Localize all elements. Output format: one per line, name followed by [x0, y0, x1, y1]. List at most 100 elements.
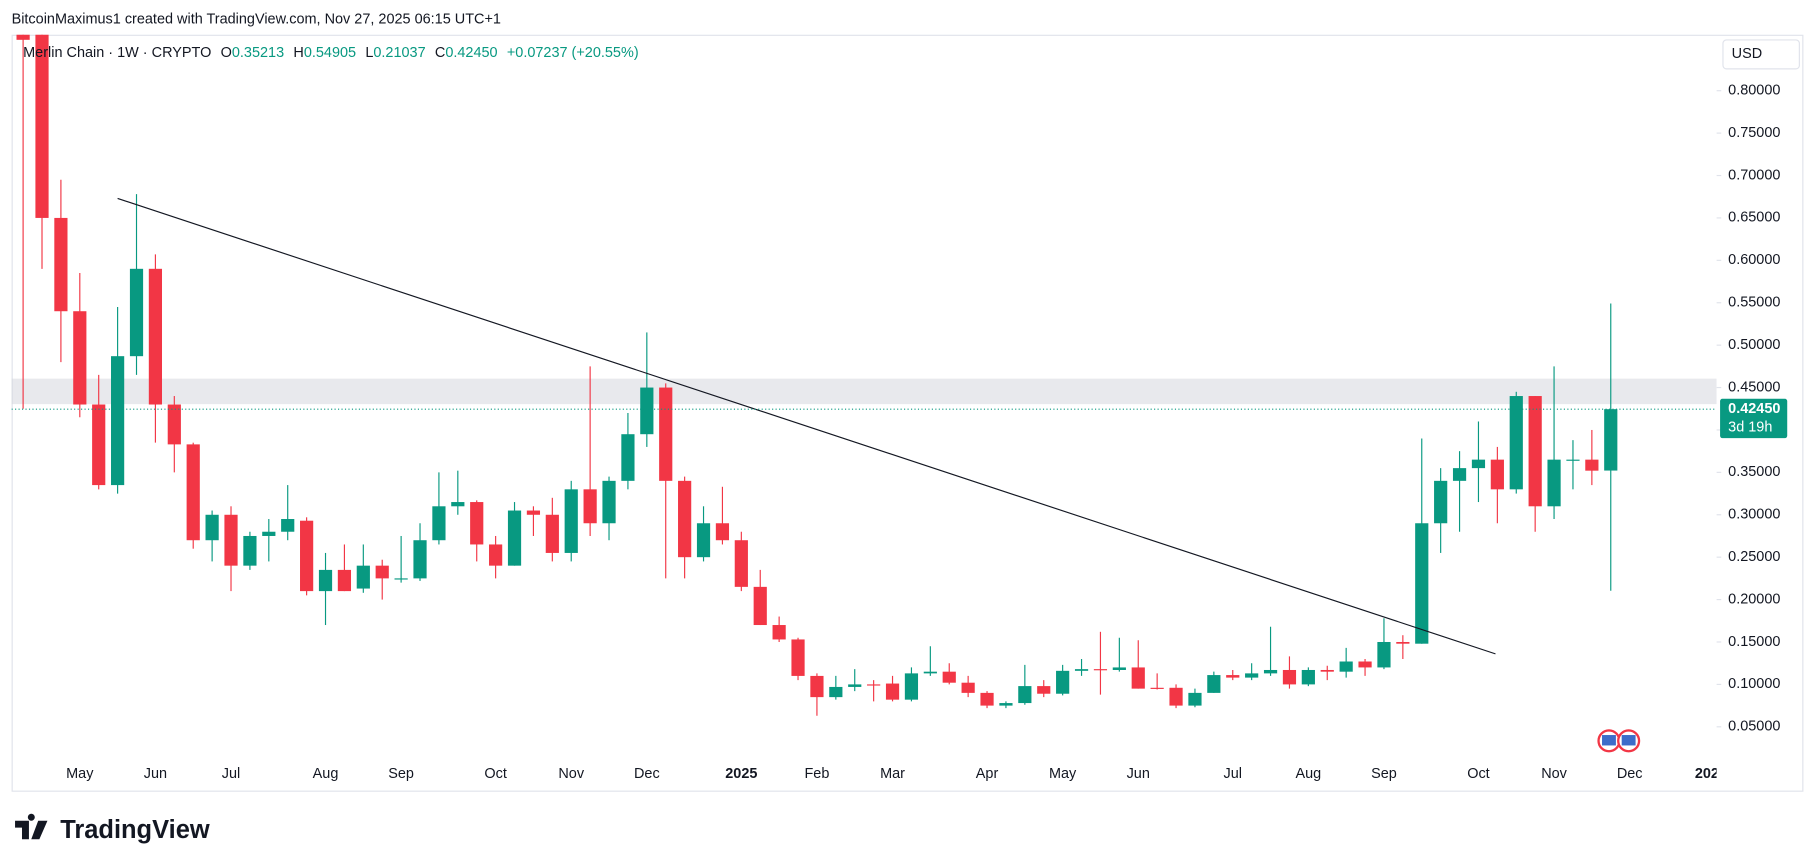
- x-tick-label: Jun: [1127, 766, 1150, 782]
- candle-body: [1415, 523, 1429, 644]
- candle-body: [999, 703, 1013, 706]
- candle-body: [810, 675, 824, 698]
- x-tick-label: 2025: [725, 766, 757, 782]
- ohlc-key: H: [293, 45, 303, 61]
- candle-body: [394, 578, 408, 580]
- candle-body: [1377, 641, 1391, 668]
- candle-body: [772, 625, 786, 640]
- candle-body: [526, 510, 541, 515]
- ohlc-value: 0.21037: [373, 45, 425, 61]
- x-tick-label: Nov: [558, 766, 584, 782]
- ohlc-key: C: [435, 45, 445, 61]
- x-tick-label: Jun: [144, 766, 167, 782]
- x-tick-label: Dec: [1617, 766, 1643, 782]
- x-tick-label: May: [1049, 766, 1077, 782]
- candle-body: [1547, 459, 1561, 507]
- ohlc-value: 0.42450: [445, 45, 497, 61]
- candle-body: [1509, 396, 1523, 490]
- candle-body: [1150, 687, 1164, 689]
- candle-body: [753, 586, 767, 626]
- last-price-tag: [1720, 398, 1788, 439]
- logo-icon: [15, 813, 48, 840]
- x-tick-label: Oct: [1467, 766, 1489, 782]
- candle-body: [1301, 669, 1315, 685]
- x-tick-label: Feb: [804, 766, 829, 782]
- y-tick-label: 0.60000: [1728, 252, 1780, 268]
- candle-body: [1320, 669, 1334, 672]
- event-flag: [1621, 735, 1636, 746]
- event-flag: [1602, 735, 1616, 746]
- candle-body: [1074, 669, 1089, 671]
- y-tick-label: 0.80000: [1728, 83, 1780, 99]
- x-tick-label: May: [66, 766, 94, 782]
- candle-body: [1528, 396, 1542, 507]
- attribution: BitcoinMaximus1 created with TradingView…: [12, 11, 501, 27]
- candle-body: [678, 480, 692, 558]
- candle-body: [1263, 669, 1278, 674]
- candle-body: [1604, 409, 1618, 471]
- candle-body: [1585, 459, 1599, 471]
- y-tick-label: 0.50000: [1728, 337, 1780, 353]
- candle-body: [1112, 667, 1126, 670]
- candle-body: [1490, 459, 1504, 490]
- y-tick-label: 0.30000: [1728, 507, 1780, 523]
- candle-body: [904, 673, 919, 700]
- y-tick-label: 0.05000: [1728, 719, 1780, 735]
- candle-body: [1226, 675, 1240, 678]
- candle-body: [167, 404, 181, 445]
- candle-body: [186, 444, 200, 541]
- candle-body: [1188, 692, 1202, 706]
- candle-body: [696, 523, 711, 558]
- candle-body: [848, 684, 862, 687]
- candle-body: [867, 684, 881, 686]
- candle-body: [791, 639, 805, 676]
- time-axis: May Jun Jul Aug Sep Oct Nov Dec 2025 Feb Mar Apr May…: [66, 766, 1716, 782]
- candle-body: [659, 387, 673, 481]
- x-tick-label: Sep: [1371, 766, 1397, 782]
- candle-body: [470, 502, 484, 545]
- x-tick-label: Apr: [976, 766, 999, 782]
- candle-body: [1037, 686, 1051, 694]
- y-tick-label: 0.25000: [1728, 549, 1780, 565]
- chart-frame: [11, 34, 1804, 792]
- currency: USD: [1732, 46, 1763, 62]
- candle-body: [451, 502, 465, 507]
- candle-body: [262, 531, 276, 536]
- candle-body: [356, 565, 370, 589]
- x-tick-label: Oct: [484, 766, 506, 782]
- candle-body: [1396, 641, 1410, 644]
- y-tick-label: 0.65000: [1728, 210, 1780, 226]
- symbol: Merlin Chain · 1W · CRYPTO: [23, 45, 211, 61]
- candle-body: [829, 686, 843, 698]
- candle-body: [16, 34, 30, 40]
- candle-body: [54, 217, 68, 312]
- y-tick-label: 0.35000: [1728, 464, 1780, 480]
- candle-body: [1358, 661, 1372, 668]
- y-tick-label: 0.20000: [1728, 591, 1780, 607]
- candle-body: [1434, 480, 1448, 524]
- x-tick-label: Sep: [388, 766, 414, 782]
- candle-body: [602, 480, 616, 524]
- candle-body: [1056, 670, 1070, 694]
- logo: TradingView: [15, 813, 210, 844]
- logo-text: TradingView: [60, 816, 210, 844]
- currency-box: [1722, 39, 1800, 70]
- ohlc-key: L: [365, 45, 373, 61]
- candle-body: [507, 510, 522, 566]
- candle-body: [224, 514, 238, 566]
- candle-body: [73, 311, 87, 405]
- candle-body: [1131, 667, 1145, 689]
- candle-body: [1339, 661, 1353, 672]
- candle-body: [148, 268, 163, 405]
- candle-body: [885, 683, 900, 700]
- candle-body: [583, 489, 597, 524]
- change: +0.07237 (+20.55%): [507, 45, 639, 61]
- x-tick-label: Jul: [1224, 766, 1242, 782]
- y-tick-label: 0.15000: [1728, 634, 1780, 650]
- resistance-zone: [11, 378, 1717, 405]
- y-tick-label: 0.55000: [1728, 295, 1780, 311]
- candle-body: [980, 692, 994, 706]
- candle-body: [129, 268, 144, 357]
- x-tick-label: Aug: [313, 766, 339, 782]
- candle-body: [1245, 673, 1259, 678]
